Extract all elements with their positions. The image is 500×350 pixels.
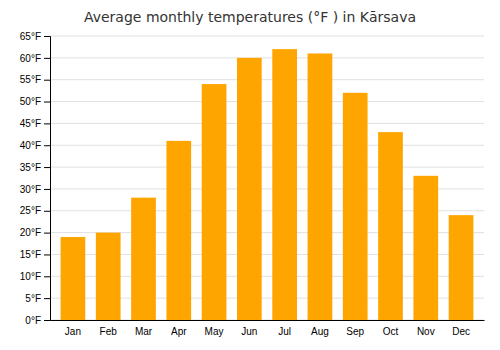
tick-mark [44, 320, 50, 321]
tick-label: 30°F [20, 184, 41, 195]
grid-line [50, 167, 484, 168]
tick-mark [44, 123, 50, 124]
tick-mark [44, 298, 50, 299]
tick-mark [44, 102, 50, 103]
tick: Dec [452, 326, 470, 337]
tick-label: Jun [241, 326, 257, 337]
title: Average monthly temperatures (°F ) in Kā… [84, 9, 416, 25]
tick: Jan [65, 326, 81, 337]
tick-mark [44, 145, 50, 146]
tick-label: 60°F [20, 53, 41, 64]
bar [96, 233, 121, 320]
tick-mark [44, 233, 50, 234]
y-axis: 0°F 5°F 10°F 15°F 20°F 25°F 30°F 35°F 40°F 45°F 50… [20, 31, 51, 326]
grid-line [50, 145, 484, 146]
tick-mark [44, 211, 50, 212]
bar [272, 49, 297, 320]
tick-label: Apr [171, 326, 187, 337]
bars [61, 49, 474, 320]
tick: 25°F [20, 205, 50, 216]
bar [61, 237, 86, 320]
tick-label: Sep [346, 326, 364, 337]
tick: 40°F [20, 140, 50, 151]
tick: Jul [278, 326, 291, 337]
tick: Mar [135, 326, 153, 337]
tick: Nov [417, 326, 435, 337]
tick-label: 45°F [20, 118, 41, 129]
tick-mark [44, 167, 50, 168]
tick: 65°F [20, 31, 50, 42]
grid-line [50, 123, 484, 124]
tick-mark [44, 276, 50, 277]
tick: 50°F [20, 96, 50, 107]
tick: 20°F [20, 227, 50, 238]
tick-label: 20°F [20, 227, 41, 238]
grid-line [50, 57, 484, 58]
tick: 15°F [20, 249, 50, 260]
tick-mark [44, 36, 50, 37]
grid-line [50, 79, 484, 80]
tick: Jun [241, 326, 257, 337]
bar [378, 132, 403, 320]
tick-label: 50°F [20, 96, 41, 107]
tick-label: 10°F [20, 271, 41, 282]
plot: 0°F 5°F 10°F 15°F 20°F 25°F 30°F 35°F 40°F 45°F 50… [20, 31, 485, 337]
tick: Sep [346, 326, 364, 337]
grid-line [50, 101, 484, 102]
tick-label: 35°F [20, 162, 41, 173]
grid [50, 36, 484, 320]
axis-line [44, 37, 51, 321]
tick-mark [44, 58, 50, 59]
bar [237, 58, 262, 320]
tick: Oct [383, 326, 399, 337]
tick: 30°F [20, 184, 50, 195]
tick-label: 55°F [20, 74, 41, 85]
tick: 0°F [25, 315, 50, 326]
tick: 45°F [20, 118, 50, 129]
x-axis: Jan Feb Mar Apr May Jun Jul Aug Sep Oct Nov Dec [51, 321, 485, 338]
bar [308, 53, 333, 320]
tick-label: Oct [383, 326, 399, 337]
chart: 0°F 5°F 10°F 15°F 20°F 25°F 30°F 35°F 40°F 45°F 50… [0, 0, 500, 350]
bar [166, 141, 191, 320]
tick-mark [44, 80, 50, 81]
tick: 60°F [20, 53, 50, 64]
axis-line [51, 320, 485, 321]
tick-label: Feb [100, 326, 118, 337]
tick: Feb [100, 326, 118, 337]
tick: 5°F [25, 293, 50, 304]
tick: May [205, 326, 224, 337]
bar [449, 215, 474, 320]
bar [413, 176, 438, 320]
tick: 35°F [20, 162, 50, 173]
bar [202, 84, 227, 320]
bar [343, 93, 368, 320]
tick: Aug [311, 326, 329, 337]
tick-label: 40°F [20, 140, 41, 151]
bar [131, 198, 156, 320]
tick: Apr [171, 326, 187, 337]
tick-label: 15°F [20, 249, 41, 260]
tick-label: Aug [311, 326, 329, 337]
tick-label: Jul [278, 326, 291, 337]
tick-label: 25°F [20, 205, 41, 216]
tick-label: 0°F [25, 315, 41, 326]
tick-label: Nov [417, 326, 435, 337]
tick-label: Dec [452, 326, 470, 337]
tick: 55°F [20, 74, 50, 85]
tick-label: Jan [65, 326, 81, 337]
tick-label: 65°F [20, 31, 41, 42]
tick-label: 5°F [25, 293, 41, 304]
tick-label: May [205, 326, 224, 337]
grid-line [50, 36, 484, 37]
tick-mark [44, 189, 50, 190]
tick-label: Mar [135, 326, 153, 337]
tick-mark [44, 254, 50, 255]
tick: 10°F [20, 271, 50, 282]
